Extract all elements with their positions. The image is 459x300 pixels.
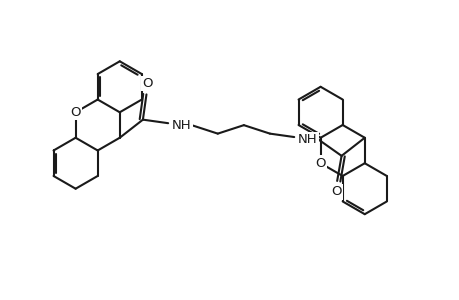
- Text: O: O: [315, 157, 325, 170]
- Text: O: O: [330, 185, 341, 198]
- Text: NH: NH: [297, 134, 317, 146]
- Text: O: O: [142, 77, 152, 90]
- Text: O: O: [70, 106, 81, 119]
- Text: NH: NH: [172, 119, 191, 132]
